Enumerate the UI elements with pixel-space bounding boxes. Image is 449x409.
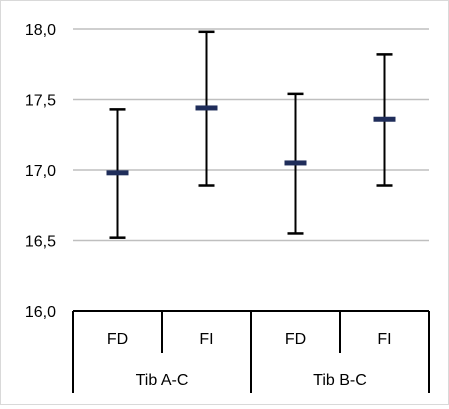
error-bar	[284, 92, 307, 235]
y-tick-label: 17,0	[25, 163, 56, 180]
error-bars	[106, 30, 396, 239]
category-label: FD	[285, 331, 306, 348]
mean-marker	[284, 160, 307, 166]
mean-marker	[195, 105, 218, 111]
category-label: FD	[107, 331, 128, 348]
x-axis-labels: FD FI FD FI Tib A-C Tib B-C	[107, 331, 392, 389]
y-tick-label: 18,0	[25, 22, 56, 39]
group-label: Tib A-C	[136, 372, 189, 389]
group-label: Tib B-C	[313, 372, 367, 389]
error-bar	[373, 53, 396, 187]
mean-marker	[106, 170, 129, 176]
gridlines	[73, 28, 429, 242]
y-tick-label: 17,5	[25, 93, 56, 110]
y-axis-tick-labels: 16,0 16,5 17,0 17,5 18,0	[25, 22, 56, 321]
y-tick-label: 16,5	[25, 234, 56, 251]
category-label: FI	[199, 331, 213, 348]
error-bar	[106, 108, 129, 239]
error-bar	[195, 30, 218, 187]
mean-marker	[373, 116, 396, 122]
y-tick-label: 16,0	[25, 304, 56, 321]
category-axis	[72, 310, 430, 393]
category-label: FI	[377, 331, 391, 348]
